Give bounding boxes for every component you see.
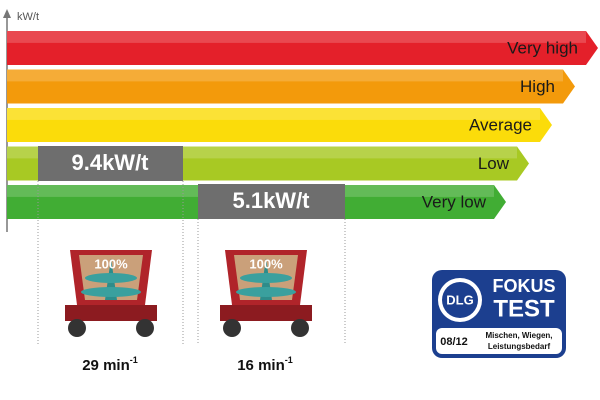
auger-flight [240,273,292,283]
auger-flight [236,287,296,297]
speed: 16 min [237,357,285,374]
badge-caption: Leistungsbedarf [488,342,551,351]
guides [37,181,346,345]
level-highlight [7,146,517,159]
level-bar [7,31,598,65]
badge-line2: TEST [493,295,555,322]
level-bar [7,69,575,104]
level-label: High [520,77,555,96]
speed-exponent: -1 [285,355,293,365]
wheel [136,319,154,337]
level-highlight [7,69,563,82]
speed: 29 min [82,357,130,374]
measurement-box [38,146,183,181]
speed-label: 29 min-1 [82,355,138,374]
badge-logo-text: DLG [446,292,473,307]
machine-chassis [65,305,157,321]
measurement-label: 5.1kW/t [232,188,310,213]
axis-arrow [3,9,11,18]
speed-label: 16 min-1 [237,355,293,374]
level-label: Very high [507,38,578,57]
badge-logo [442,282,478,318]
auger-flight [81,287,141,297]
level-bar [7,108,552,142]
machine-chassis [220,305,312,321]
machine: 100% [220,250,312,337]
wheel [291,319,309,337]
measurement-label: 9.4kW/t [71,150,149,175]
auger-flight [85,273,137,283]
badge-footer [436,328,562,354]
level-label: Very low [422,192,487,211]
fill-label: 100% [94,256,128,271]
measurement-box [198,184,345,219]
fill-label: 100% [249,256,283,271]
level-highlight [7,108,540,120]
axis-label: kW/t [17,11,39,23]
machine: 100% [65,250,157,337]
level-highlight [7,31,586,43]
speed-exponent: -1 [130,355,138,365]
level-label: Low [478,154,510,173]
badge: DLG FOKUS TEST 08/12 Mischen, Wiegen, Le… [432,270,566,358]
badge-caption: Mischen, Wiegen, [485,331,552,340]
badge-line1: FOKUS [493,276,556,296]
wheel [68,319,86,337]
wheel [223,319,241,337]
badge-date: 08/12 [440,336,468,348]
level-label: Average [469,115,532,134]
